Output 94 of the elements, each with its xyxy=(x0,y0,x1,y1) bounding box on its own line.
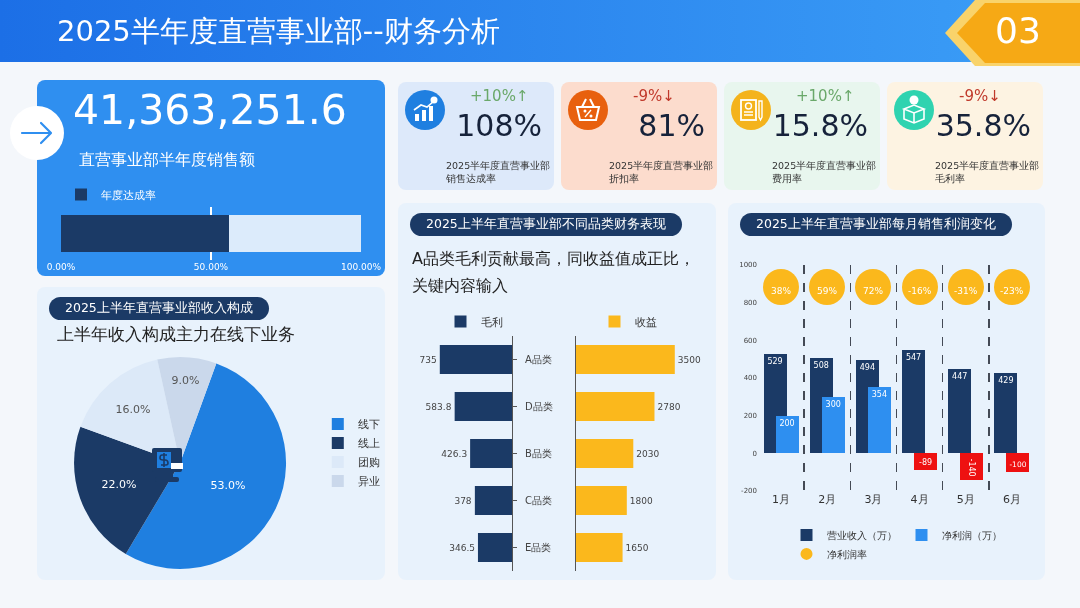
data-label: -89 xyxy=(919,458,933,468)
data-label: 494 xyxy=(859,363,876,373)
data-label: 16.0% xyxy=(115,402,151,416)
text: 2025半年度直营事业部折扣率 xyxy=(609,159,715,185)
text: 2025半年度直营事业部毛利率 xyxy=(935,159,1041,185)
bar xyxy=(474,485,512,516)
x-tick-label: 6月 xyxy=(1002,493,1021,506)
bar xyxy=(960,453,984,480)
chart-subtitle: 上半年收入构成主力在线下业务 xyxy=(57,323,295,346)
text: 81% xyxy=(638,108,705,143)
data-label: 346.5 xyxy=(449,542,475,553)
text: 03 xyxy=(995,10,1041,51)
data-label: 447 xyxy=(952,372,968,382)
annotation: 38% xyxy=(771,286,792,296)
data-label: 429 xyxy=(998,375,1014,385)
y-tick-label: A品类 xyxy=(525,354,552,365)
data-label: 53.0% xyxy=(210,479,246,493)
text: 2025半年度直营事业部费用率 xyxy=(772,159,878,185)
data-label: 426.3 xyxy=(441,448,468,459)
legend-label: 年度达成率 xyxy=(101,188,156,202)
legend-label: 线上 xyxy=(357,437,380,451)
data-label: 354 xyxy=(871,389,888,399)
bar xyxy=(470,438,512,469)
text: 2025半年度直营事业部--财务分析 xyxy=(57,13,500,50)
legend-label: 团购 xyxy=(357,456,380,470)
bar xyxy=(576,485,627,516)
legend-label: 净利润（万） xyxy=(941,529,1002,541)
y-tick-label: B品类 xyxy=(525,448,552,459)
data-label: 583.8 xyxy=(425,401,452,412)
text: +10%↑ xyxy=(470,87,529,105)
text: -9%↓ xyxy=(633,87,675,105)
x-tick-label: 100.00% xyxy=(340,262,382,272)
legend-label: 营业收入（万） xyxy=(826,529,897,541)
x-tick-label: 4月 xyxy=(910,493,929,506)
x-tick-label: 3月 xyxy=(864,493,883,506)
bar xyxy=(454,391,512,422)
x-tick-label: 0.00% xyxy=(46,262,76,272)
annotation: -16% xyxy=(908,286,932,296)
chart-subtitle: 直营事业部半年度销售额 xyxy=(79,150,255,171)
text: 35.8% xyxy=(935,108,1031,143)
text: 108% xyxy=(456,108,542,143)
data-label: 547 xyxy=(905,353,922,363)
data-label: 2780 xyxy=(657,401,681,412)
data-label: 1650 xyxy=(625,542,649,553)
legend-label: 异业 xyxy=(357,475,380,489)
bar xyxy=(821,396,845,454)
annotation: -31% xyxy=(954,286,978,296)
legend-label: 毛利 xyxy=(480,315,503,329)
bar xyxy=(994,372,1018,454)
annotation: -23% xyxy=(1000,286,1024,296)
y-tick-label: D品类 xyxy=(525,401,553,412)
y-tick-label: E品类 xyxy=(525,542,552,553)
data-label: 200 xyxy=(779,418,795,428)
x-tick-label: 50.00% xyxy=(193,262,229,272)
data-label: 1800 xyxy=(629,495,653,506)
chart-title: 41,363,251.6 xyxy=(73,86,347,134)
data-label: 22.0% xyxy=(101,478,137,492)
bar xyxy=(576,344,675,375)
legend-label: 净利润率 xyxy=(826,548,867,560)
data-label: 9.0% xyxy=(171,373,200,387)
data-label: 3500 xyxy=(677,354,701,365)
data-label: 508 xyxy=(813,360,829,370)
bar xyxy=(902,350,926,454)
text: +10%↑ xyxy=(796,87,855,105)
data-label: 735 xyxy=(419,354,437,365)
legend-label: 收益 xyxy=(634,315,657,329)
bar xyxy=(867,386,891,454)
data-label: -140 xyxy=(967,458,977,477)
y-tick-label: C品类 xyxy=(525,495,552,506)
bar xyxy=(477,532,512,563)
text: -9%↓ xyxy=(959,87,1001,105)
text: 2025半年度直营事业部销售达成率 xyxy=(446,159,552,185)
bar xyxy=(775,415,799,454)
data-label: 378 xyxy=(454,495,472,506)
bar xyxy=(576,391,655,422)
data-label: -100 xyxy=(1009,460,1027,470)
legend-label: 线下 xyxy=(357,418,380,432)
data-label: 529 xyxy=(767,356,783,366)
text: A品类毛利贡献最高，同收益值成正比，关键内容输入 xyxy=(412,248,696,297)
x-tick-label: 5月 xyxy=(956,493,975,506)
bar xyxy=(948,369,972,454)
bar xyxy=(439,344,512,375)
data-label: 300 xyxy=(825,399,841,409)
annotation: 59% xyxy=(817,286,838,296)
text: 15.8% xyxy=(772,108,868,143)
x-tick-label: 1月 xyxy=(772,493,791,506)
annotation: 72% xyxy=(863,286,884,296)
chart-title: 2025上半年直营事业部收入构成 xyxy=(49,297,269,320)
bar xyxy=(576,532,623,563)
chart-title: 2025上半年直营事业部每月销售利润变化 xyxy=(740,213,1012,236)
data-label: 2030 xyxy=(636,448,660,459)
x-tick-label: 2月 xyxy=(818,493,837,506)
text: 2025上半年直营事业部不同品类财务表现 xyxy=(410,213,682,236)
bar xyxy=(576,438,634,469)
